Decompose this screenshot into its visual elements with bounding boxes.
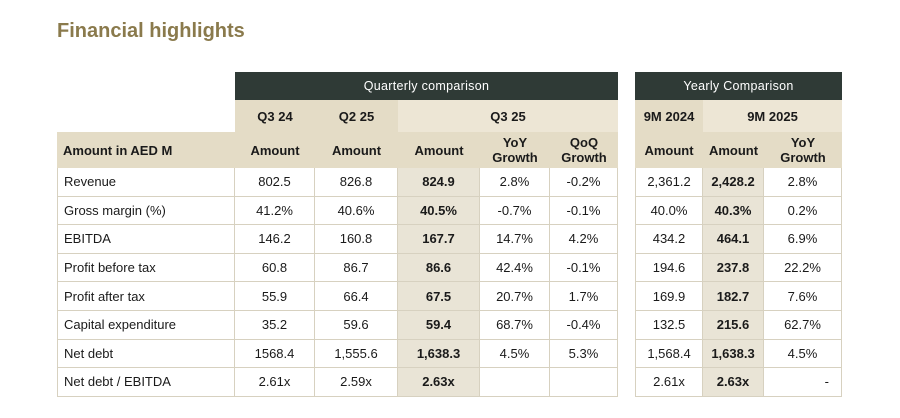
table-cell-nm_yoy: 0.2%: [764, 196, 842, 226]
table-cell-nm_yoy: 2.8%: [764, 168, 842, 197]
table-cell-q3_24: 55.9: [235, 282, 315, 311]
table-cell-q3_25: 86.6: [398, 253, 480, 283]
period-q2-25: Q2 25: [315, 100, 398, 132]
table-cell-q3_25: 59.4: [398, 311, 480, 340]
table-cell-label: Net debt / EBITDA: [57, 368, 235, 397]
table-cell-q2_25: 40.6%: [315, 196, 398, 226]
table-cell-label: Capital expenditure: [57, 311, 235, 340]
period-q3-25: Q3 25: [398, 100, 618, 132]
table-cell-nm24: 2.61x: [635, 368, 703, 397]
table-cell-nm_yoy: 4.5%: [764, 339, 842, 369]
table-cell-nm24: 169.9: [635, 282, 703, 311]
table-cell-yoy: 68.7%: [480, 311, 550, 340]
table-cell-label: Revenue: [57, 168, 235, 197]
9m-2025-amount-header: Amount: [703, 132, 764, 168]
table-cell-nm_yoy: 62.7%: [764, 311, 842, 340]
table-cell-qoq: 1.7%: [550, 282, 618, 311]
q3-24-amount-header: Amount: [235, 132, 315, 168]
table-cell-qoq: -0.2%: [550, 168, 618, 197]
table-cell-nm25: 237.8: [703, 253, 764, 283]
page-title: Financial highlights: [57, 20, 245, 42]
table-cell-qoq: -0.4%: [550, 311, 618, 340]
table-cell-q3_25: 40.5%: [398, 196, 480, 226]
table-cell-yoy: 4.5%: [480, 339, 550, 369]
q3-25-qoq-header: QoQ Growth: [550, 132, 618, 168]
table-cell-nm24: 2,361.2: [635, 168, 703, 197]
table-cell-nm25: 182.7: [703, 282, 764, 311]
table-cell-q3_25: 1,638.3: [398, 339, 480, 369]
table-cell-q3_24: 60.8: [235, 253, 315, 283]
quarterly-comparison-header: Quarterly comparison: [235, 72, 618, 100]
table-cell-yoy: 20.7%: [480, 282, 550, 311]
period-9m-2025: 9M 2025: [703, 100, 842, 132]
table-cell-yoy: 42.4%: [480, 253, 550, 283]
table-cell-yoy: 2.8%: [480, 168, 550, 197]
table-cell-q3_25: 824.9: [398, 168, 480, 197]
table-cell-nm_yoy: 6.9%: [764, 225, 842, 254]
table-cell-yoy: [480, 368, 550, 397]
table-cell-qoq: -0.1%: [550, 196, 618, 226]
table-cell-label: EBITDA: [57, 225, 235, 254]
table-cell-q3_25: 67.5: [398, 282, 480, 311]
table-cell-q3_24: 1568.4: [235, 339, 315, 369]
table-cell-label: Profit after tax: [57, 282, 235, 311]
table-cell-nm24: 40.0%: [635, 196, 703, 226]
table-cell-q2_25: 86.7: [315, 253, 398, 283]
table-cell-q3_24: 146.2: [235, 225, 315, 254]
table-cell-q3_25: 2.63x: [398, 368, 480, 397]
table-cell-nm25: 1,638.3: [703, 339, 764, 369]
table-cell-q3_24: 41.2%: [235, 196, 315, 226]
table-cell-q3_24: 2.61x: [235, 368, 315, 397]
period-q3-24: Q3 24: [235, 100, 315, 132]
table-cell-qoq: 5.3%: [550, 339, 618, 369]
table-cell-label: Net debt: [57, 339, 235, 369]
table-cell-qoq: -0.1%: [550, 253, 618, 283]
table-cell-q3_24: 35.2: [235, 311, 315, 340]
column-label-header: Amount in AED M: [57, 132, 235, 168]
table-cell-yoy: -0.7%: [480, 196, 550, 226]
table-cell-nm24: 194.6: [635, 253, 703, 283]
table-cell-nm25: 215.6: [703, 311, 764, 340]
q3-25-amount-header: Amount: [398, 132, 480, 168]
table-cell-nm24: 434.2: [635, 225, 703, 254]
table-cell-nm25: 40.3%: [703, 196, 764, 226]
q2-25-amount-header: Amount: [315, 132, 398, 168]
table-cell-q2_25: 1,555.6: [315, 339, 398, 369]
table-cell-nm25: 2.63x: [703, 368, 764, 397]
table-cell-nm24: 132.5: [635, 311, 703, 340]
yearly-comparison-header: Yearly Comparison: [635, 72, 842, 100]
table-cell-q2_25: 59.6: [315, 311, 398, 340]
table-cell-q2_25: 826.8: [315, 168, 398, 197]
table-cell-qoq: 4.2%: [550, 225, 618, 254]
q3-25-yoy-header: YoY Growth: [480, 132, 550, 168]
table-cell-nm_yoy: -: [764, 368, 842, 397]
table-cell-nm25: 2,428.2: [703, 168, 764, 197]
9m-2025-yoy-header: YoY Growth: [764, 132, 842, 168]
table-cell-q2_25: 66.4: [315, 282, 398, 311]
table-cell-nm_yoy: 7.6%: [764, 282, 842, 311]
table-cell-q2_25: 160.8: [315, 225, 398, 254]
table-cell-label: Gross margin (%): [57, 196, 235, 226]
table-cell-q2_25: 2.59x: [315, 368, 398, 397]
table-cell-nm25: 464.1: [703, 225, 764, 254]
table-cell-nm_yoy: 22.2%: [764, 253, 842, 283]
table-cell-qoq: [550, 368, 618, 397]
table-cell-label: Profit before tax: [57, 253, 235, 283]
period-9m-2024: 9M 2024: [635, 100, 703, 132]
table-cell-q3_24: 802.5: [235, 168, 315, 197]
9m-2024-amount-header: Amount: [635, 132, 703, 168]
table-cell-nm24: 1,568.4: [635, 339, 703, 369]
table-cell-q3_25: 167.7: [398, 225, 480, 254]
table-cell-yoy: 14.7%: [480, 225, 550, 254]
